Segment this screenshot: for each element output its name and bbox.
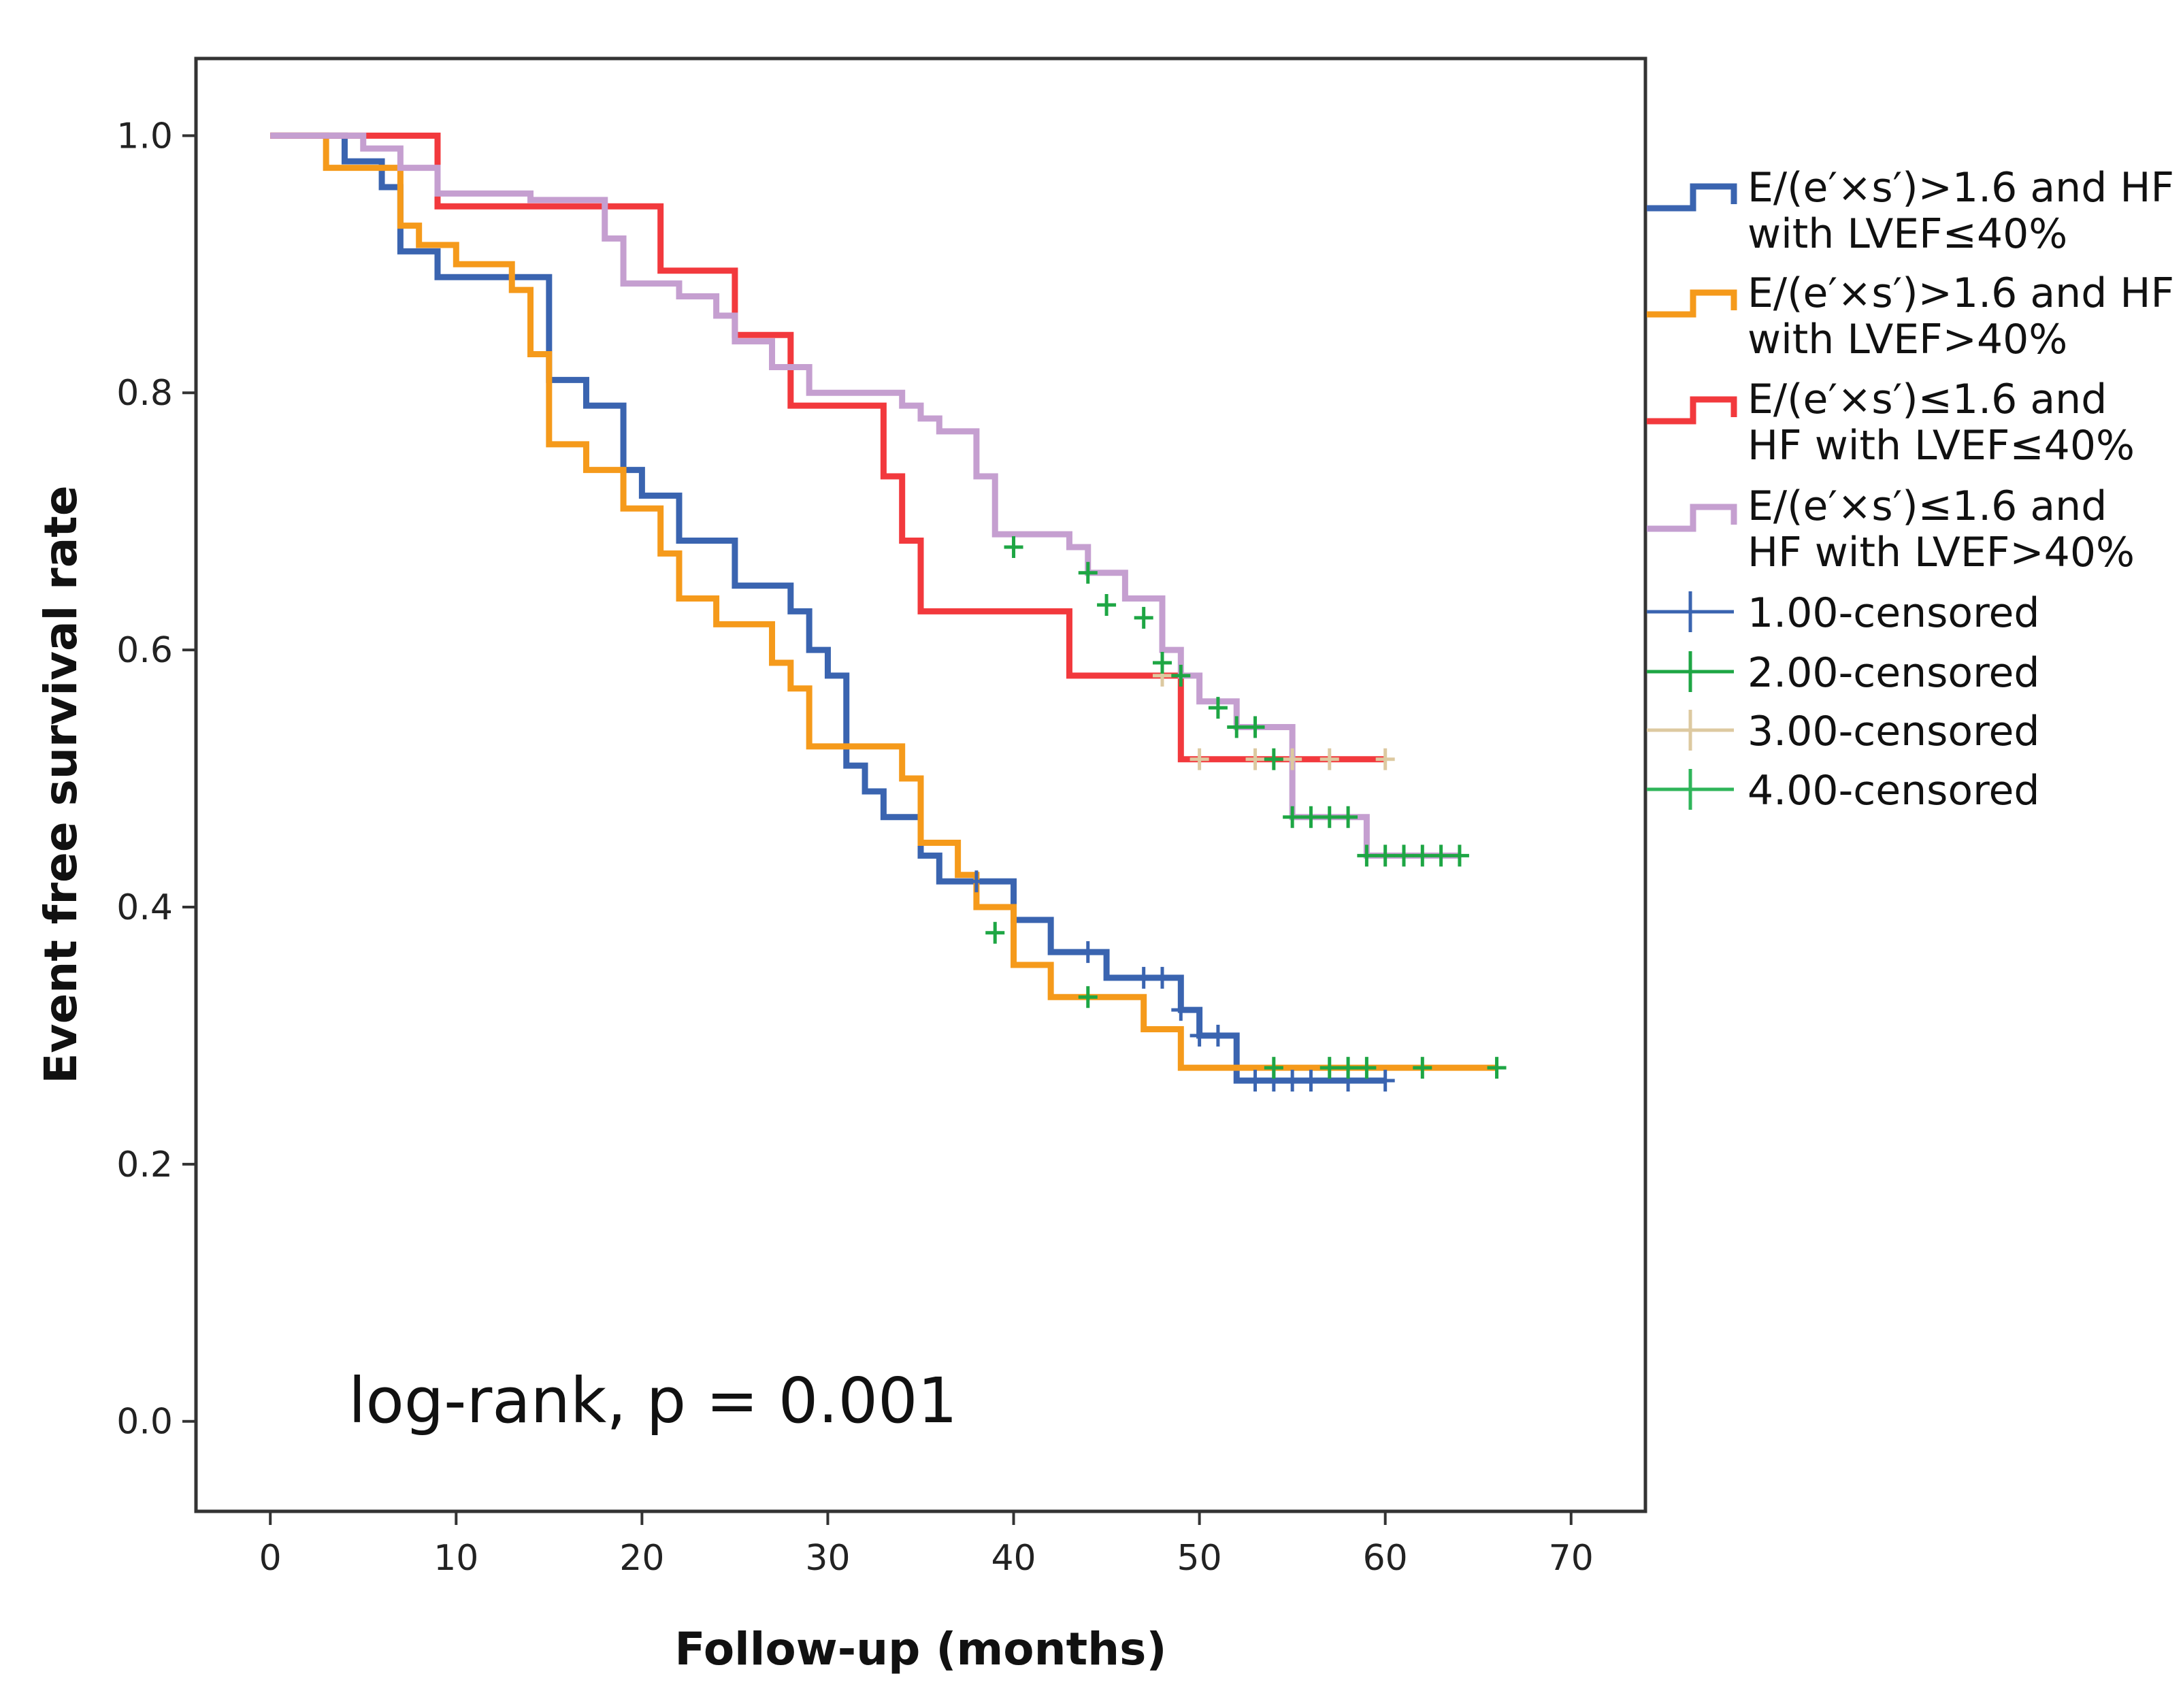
censor-mark-4 xyxy=(1208,697,1228,719)
censor-mark-4 xyxy=(1245,716,1265,738)
legend-label-2: E/(e′×s′)>1.6 and HF xyxy=(1747,269,2174,317)
censor-mark-1 xyxy=(1245,1070,1265,1092)
censor-mark-2 xyxy=(985,921,1005,944)
legend-label-1: E/(e′×s′)>1.6 and HF xyxy=(1747,164,2174,212)
axes-layer: 0 10 20 30 40 50 60 70 0.0 0.2 0.4 0.6 0.8 1.0 xyxy=(116,116,1594,1579)
censor-mark-4 xyxy=(1078,561,1098,584)
x-tick-label: 40 xyxy=(991,1538,1036,1579)
legend-symbol-3 xyxy=(1647,396,1737,425)
censor-mark-4 xyxy=(1394,844,1413,867)
censor-mark-4 xyxy=(1264,748,1283,770)
censor-mark-2 xyxy=(1078,986,1098,1008)
censor-mark-2 xyxy=(1339,1057,1358,1079)
y-tick-label: 0.8 xyxy=(116,373,173,414)
censor-mark-1 xyxy=(1078,941,1098,964)
legend-symbol-4 xyxy=(1647,504,1737,532)
censor-mark-1 xyxy=(1283,1070,1302,1092)
x-tick-label: 60 xyxy=(1363,1538,1408,1579)
y-tick-label: 0.6 xyxy=(116,630,173,671)
y-axis-title: Event free survival rate xyxy=(35,485,87,1083)
legend-symbol-2 xyxy=(1647,289,1737,318)
censor-mark-4 xyxy=(1339,806,1358,828)
x-tick-label: 10 xyxy=(433,1538,478,1579)
censor-mark-3 xyxy=(1245,748,1265,770)
legend-label-4: HF with LVEF>40% xyxy=(1747,529,2135,576)
legend-symbol-1 xyxy=(1647,183,1737,212)
legend-censor-label-1: 1.00-censored xyxy=(1747,589,2040,637)
x-tick-label: 20 xyxy=(619,1538,664,1579)
censor-mark-1 xyxy=(1301,1070,1321,1092)
x-tick-label: 50 xyxy=(1177,1538,1222,1579)
censor-mark-1 xyxy=(1171,999,1191,1021)
censor-mark-4 xyxy=(1319,806,1339,828)
censor-mark-4 xyxy=(1153,652,1172,674)
censor-mark-4 xyxy=(1357,844,1377,867)
legend-label-3: E/(e′×s′)≤1.6 and xyxy=(1747,376,2107,423)
censor-mark-3 xyxy=(1283,748,1302,770)
x-tick-label: 70 xyxy=(1549,1538,1594,1579)
censor-mark-3 xyxy=(1319,748,1339,770)
legend-censor-label-3: 3.00-censored xyxy=(1747,708,2040,755)
censor-mark-4 xyxy=(1413,844,1432,867)
censor-mark-1 xyxy=(966,870,986,893)
censor-mark-4 xyxy=(1004,536,1023,558)
legend-label-2: with LVEF>40% xyxy=(1747,316,2067,363)
censor-mark-4 xyxy=(1227,716,1247,738)
censor-mark-4 xyxy=(1134,606,1153,629)
legend-label-3: HF with LVEF≤40% xyxy=(1747,422,2135,470)
censor-mark-4 xyxy=(1283,806,1302,828)
survival-curve-2 xyxy=(270,132,1497,1071)
censor-mark-1 xyxy=(1375,1070,1395,1092)
censor-mark-4 xyxy=(1375,844,1395,867)
censor-mark-4 xyxy=(1449,844,1469,867)
censor-mark-1 xyxy=(1189,1024,1209,1047)
censor-mark-2 xyxy=(1413,1057,1432,1079)
censor-mark-2 xyxy=(1319,1057,1339,1079)
y-tick-label: 1.0 xyxy=(116,116,173,157)
legend-censor-label-4: 4.00-censored xyxy=(1747,767,2040,815)
x-axis-title: Follow-up (months) xyxy=(674,1623,1166,1675)
censor-mark-1 xyxy=(1208,1024,1228,1047)
x-tick-label: 30 xyxy=(805,1538,850,1579)
logrank-annotation: log-rank, p = 0.001 xyxy=(348,1364,957,1437)
censor-mark-1 xyxy=(1153,966,1172,989)
y-tick-label: 0.2 xyxy=(116,1145,173,1185)
censor-mark-2 xyxy=(1357,1057,1377,1079)
legend-label-1: with LVEF≤40% xyxy=(1747,210,2067,258)
censor-mark-2 xyxy=(1487,1057,1507,1079)
legend-label-4: E/(e′×s′)≤1.6 and xyxy=(1747,482,2107,530)
censor-mark-4 xyxy=(1097,593,1117,616)
legend-censor-label-2: 2.00-censored xyxy=(1747,649,2040,697)
censor-layer xyxy=(966,536,1507,1092)
y-tick-label: 0.4 xyxy=(116,887,173,928)
censor-mark-3 xyxy=(1375,748,1395,770)
survival-curve-3 xyxy=(270,132,1385,763)
y-tick-label: 0.0 xyxy=(116,1402,173,1443)
censor-mark-2 xyxy=(1264,1057,1283,1079)
censor-mark-4 xyxy=(1171,664,1191,687)
censor-mark-1 xyxy=(1134,966,1153,989)
censor-mark-4 xyxy=(1301,806,1321,828)
censor-mark-3 xyxy=(1189,748,1209,770)
x-tick-label: 0 xyxy=(259,1538,282,1579)
censor-mark-4 xyxy=(1431,844,1451,867)
